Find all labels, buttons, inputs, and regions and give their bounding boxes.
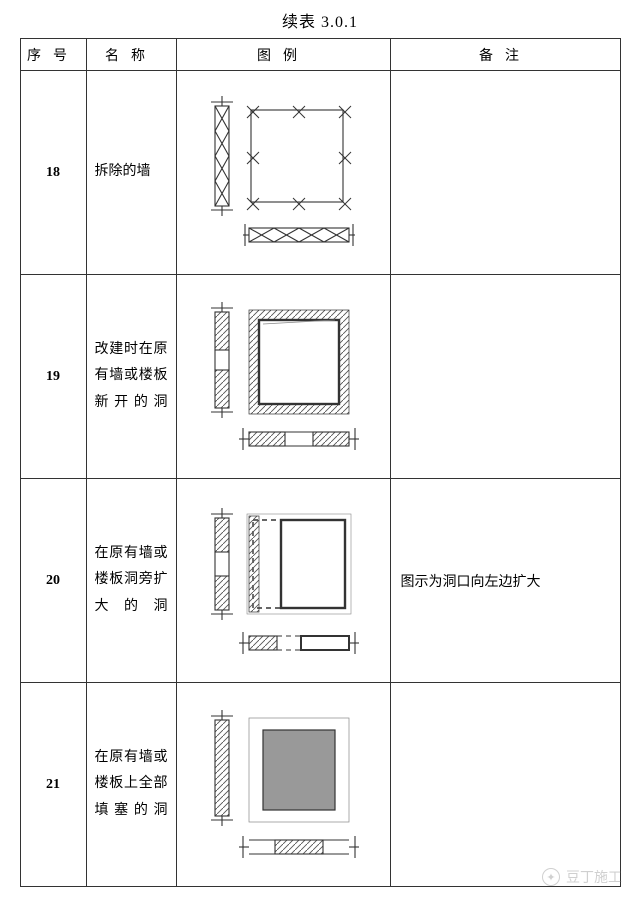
col-diagram-header: 图例 [176,39,390,71]
watermark: ✦ 豆丁施工 [542,867,622,887]
col-name-header: 名称 [86,39,176,71]
table-row: 19 改建时在原有墙或楼板新开的洞 [20,275,620,479]
row-diagram [176,275,390,479]
row-diagram [176,71,390,275]
new-opening-icon [193,292,373,462]
row-note: 图示为洞口向左边扩大 [390,479,620,683]
row-diagram [176,479,390,683]
row-num: 19 [20,275,86,479]
row-num: 18 [20,71,86,275]
table-header-row: 序号 名称 图例 备注 [20,39,620,71]
table-row: 20 在原有墙或楼板洞旁扩大的洞 [20,479,620,683]
row-name: 在原有墙或楼板洞旁扩大的洞 [86,479,176,683]
wechat-icon: ✦ [542,868,560,886]
watermark-text: 豆丁施工 [566,867,622,887]
row-diagram [176,683,390,887]
row-note [390,275,620,479]
row-note [390,71,620,275]
col-num-header: 序号 [20,39,86,71]
row-num: 20 [20,479,86,683]
main-table: 序号 名称 图例 备注 18 拆除的墙 [20,38,621,887]
filled-opening-icon [193,700,373,870]
demolished-wall-icon [193,88,373,258]
table-title: 续表 3.0.1 [0,0,640,38]
table-row: 18 拆除的墙 [20,71,620,275]
row-name: 在原有墙或楼板上全部填塞的洞 [86,683,176,887]
col-note-header: 备注 [390,39,620,71]
enlarged-opening-icon [193,496,373,666]
row-num: 21 [20,683,86,887]
row-name: 拆除的墙 [86,71,176,275]
table-row: 21 在原有墙或楼板上全部填塞的洞 [20,683,620,887]
row-name: 改建时在原有墙或楼板新开的洞 [86,275,176,479]
row-note [390,683,620,887]
